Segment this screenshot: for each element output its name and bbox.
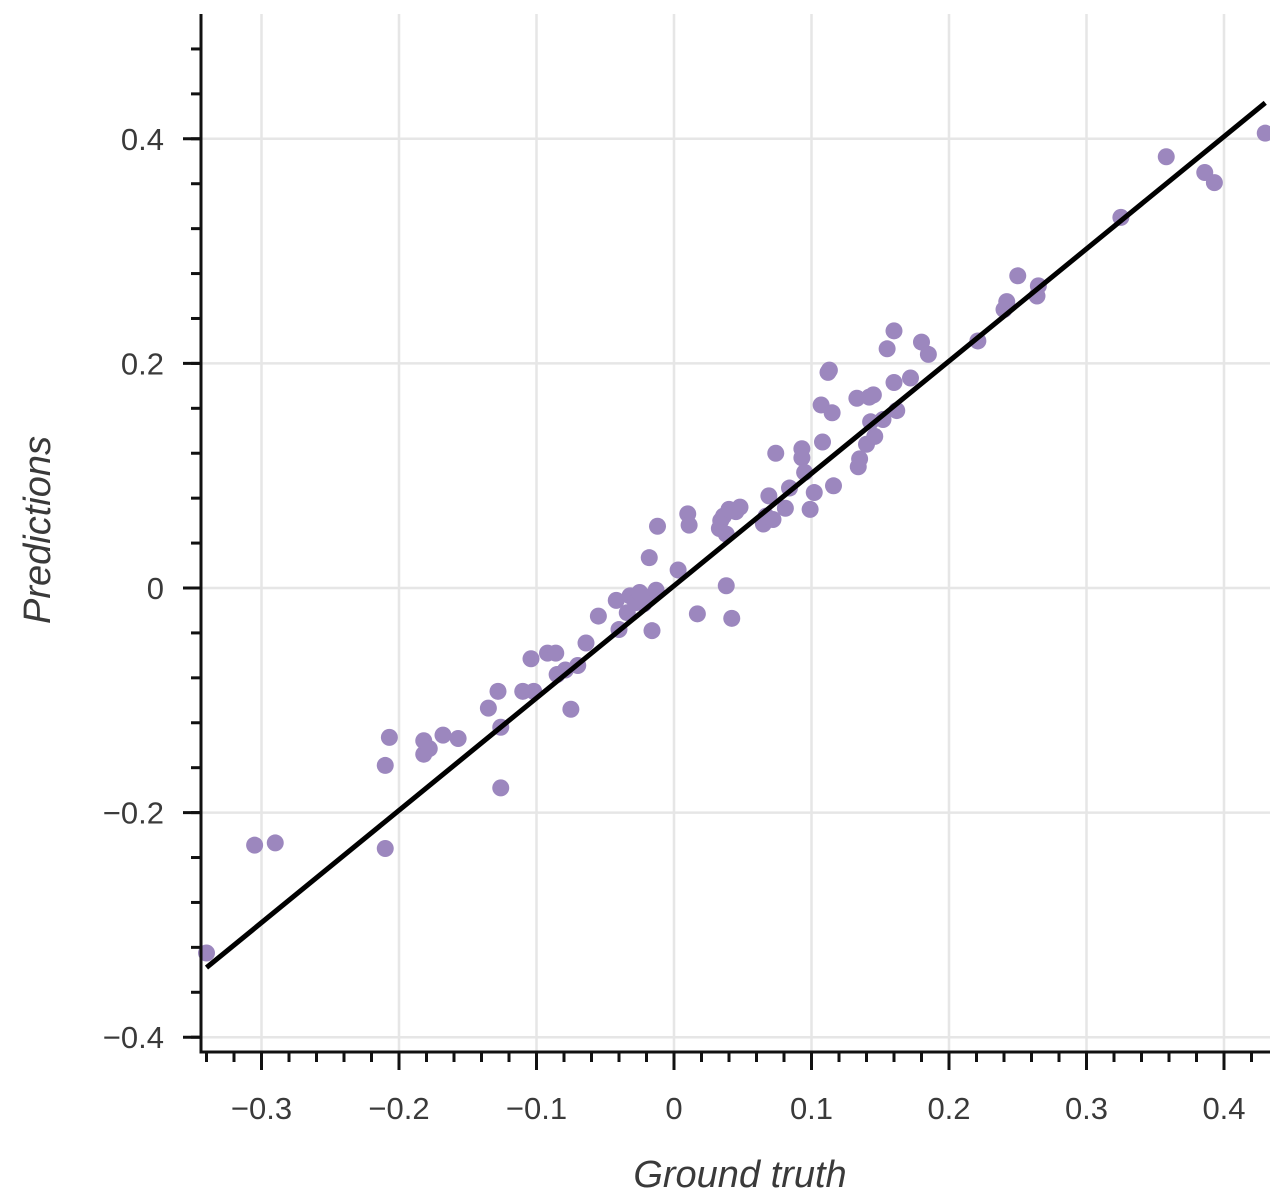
data-point	[577, 634, 595, 652]
data-point	[776, 499, 794, 517]
grid	[201, 14, 1270, 1052]
data-point	[825, 477, 842, 495]
axes	[183, 14, 1270, 1070]
data-point	[878, 340, 896, 358]
data-point	[688, 605, 706, 623]
x-tick-label: −0.1	[506, 1091, 567, 1126]
data-point	[885, 373, 903, 391]
data-point	[479, 699, 497, 717]
data-point	[919, 345, 937, 363]
y-tick-label: 0	[147, 571, 164, 606]
data-point	[805, 484, 823, 502]
y-tick-labels: −0.4 −0.2 0 0.2 0.4	[103, 122, 164, 1055]
x-tick-label: −0.2	[368, 1091, 429, 1126]
reference-line	[204, 100, 1267, 970]
data-point	[864, 386, 882, 404]
data-point	[814, 433, 831, 451]
data-point	[1157, 148, 1175, 166]
data-point	[547, 644, 565, 662]
x-tick-label: 0.1	[790, 1091, 833, 1126]
data-point	[562, 700, 580, 718]
x-tick-labels: −0.3 −0.2 −0.1 0 0.1 0.2 0.3 0.4	[231, 1091, 1246, 1126]
data-point	[649, 517, 666, 535]
x-tick-label: 0	[665, 1091, 682, 1126]
data-points	[198, 124, 1270, 962]
data-point	[731, 498, 749, 516]
data-point	[492, 779, 510, 797]
data-point	[866, 427, 884, 445]
data-point	[885, 322, 903, 340]
data-point	[607, 591, 625, 609]
x-tick-label: 0.4	[1202, 1091, 1245, 1126]
x-axis-title: Ground truth	[633, 1154, 846, 1196]
data-point	[767, 444, 785, 462]
y-axis-title: Predictions	[17, 436, 59, 624]
data-point	[1205, 174, 1223, 192]
data-point	[643, 622, 661, 640]
data-point	[820, 361, 838, 379]
data-point	[380, 728, 398, 746]
y-tick-label: −0.2	[103, 796, 164, 831]
data-point	[449, 729, 467, 747]
data-point	[998, 293, 1016, 311]
reference-line-group	[204, 100, 1267, 970]
data-point	[522, 650, 540, 668]
data-point	[1009, 267, 1027, 285]
data-point	[874, 411, 892, 429]
data-point	[266, 834, 284, 852]
y-tick-label: 0.2	[121, 346, 164, 381]
data-point	[376, 840, 394, 858]
data-point	[376, 756, 394, 774]
data-point	[1256, 124, 1270, 142]
data-point	[801, 500, 819, 518]
x-tick-label: 0.3	[1065, 1091, 1108, 1126]
data-point	[589, 607, 607, 625]
y-tick-label: −0.4	[103, 1020, 164, 1055]
data-point	[848, 389, 866, 407]
data-point	[669, 561, 687, 579]
data-point	[246, 836, 264, 854]
data-point	[760, 487, 778, 505]
x-tick-label: −0.3	[231, 1091, 292, 1126]
data-point	[489, 682, 507, 700]
x-tick-label: 0.2	[927, 1091, 970, 1126]
data-point	[723, 609, 741, 627]
data-point	[640, 549, 658, 567]
y-tick-label: 0.4	[121, 122, 164, 157]
data-point	[793, 440, 811, 458]
data-point	[902, 369, 919, 387]
data-point	[764, 510, 782, 528]
data-point	[913, 333, 930, 351]
data-point	[851, 450, 869, 468]
data-point	[420, 740, 438, 758]
data-point	[434, 726, 452, 744]
data-point	[680, 516, 698, 534]
data-point	[717, 577, 735, 595]
data-point	[823, 404, 841, 422]
